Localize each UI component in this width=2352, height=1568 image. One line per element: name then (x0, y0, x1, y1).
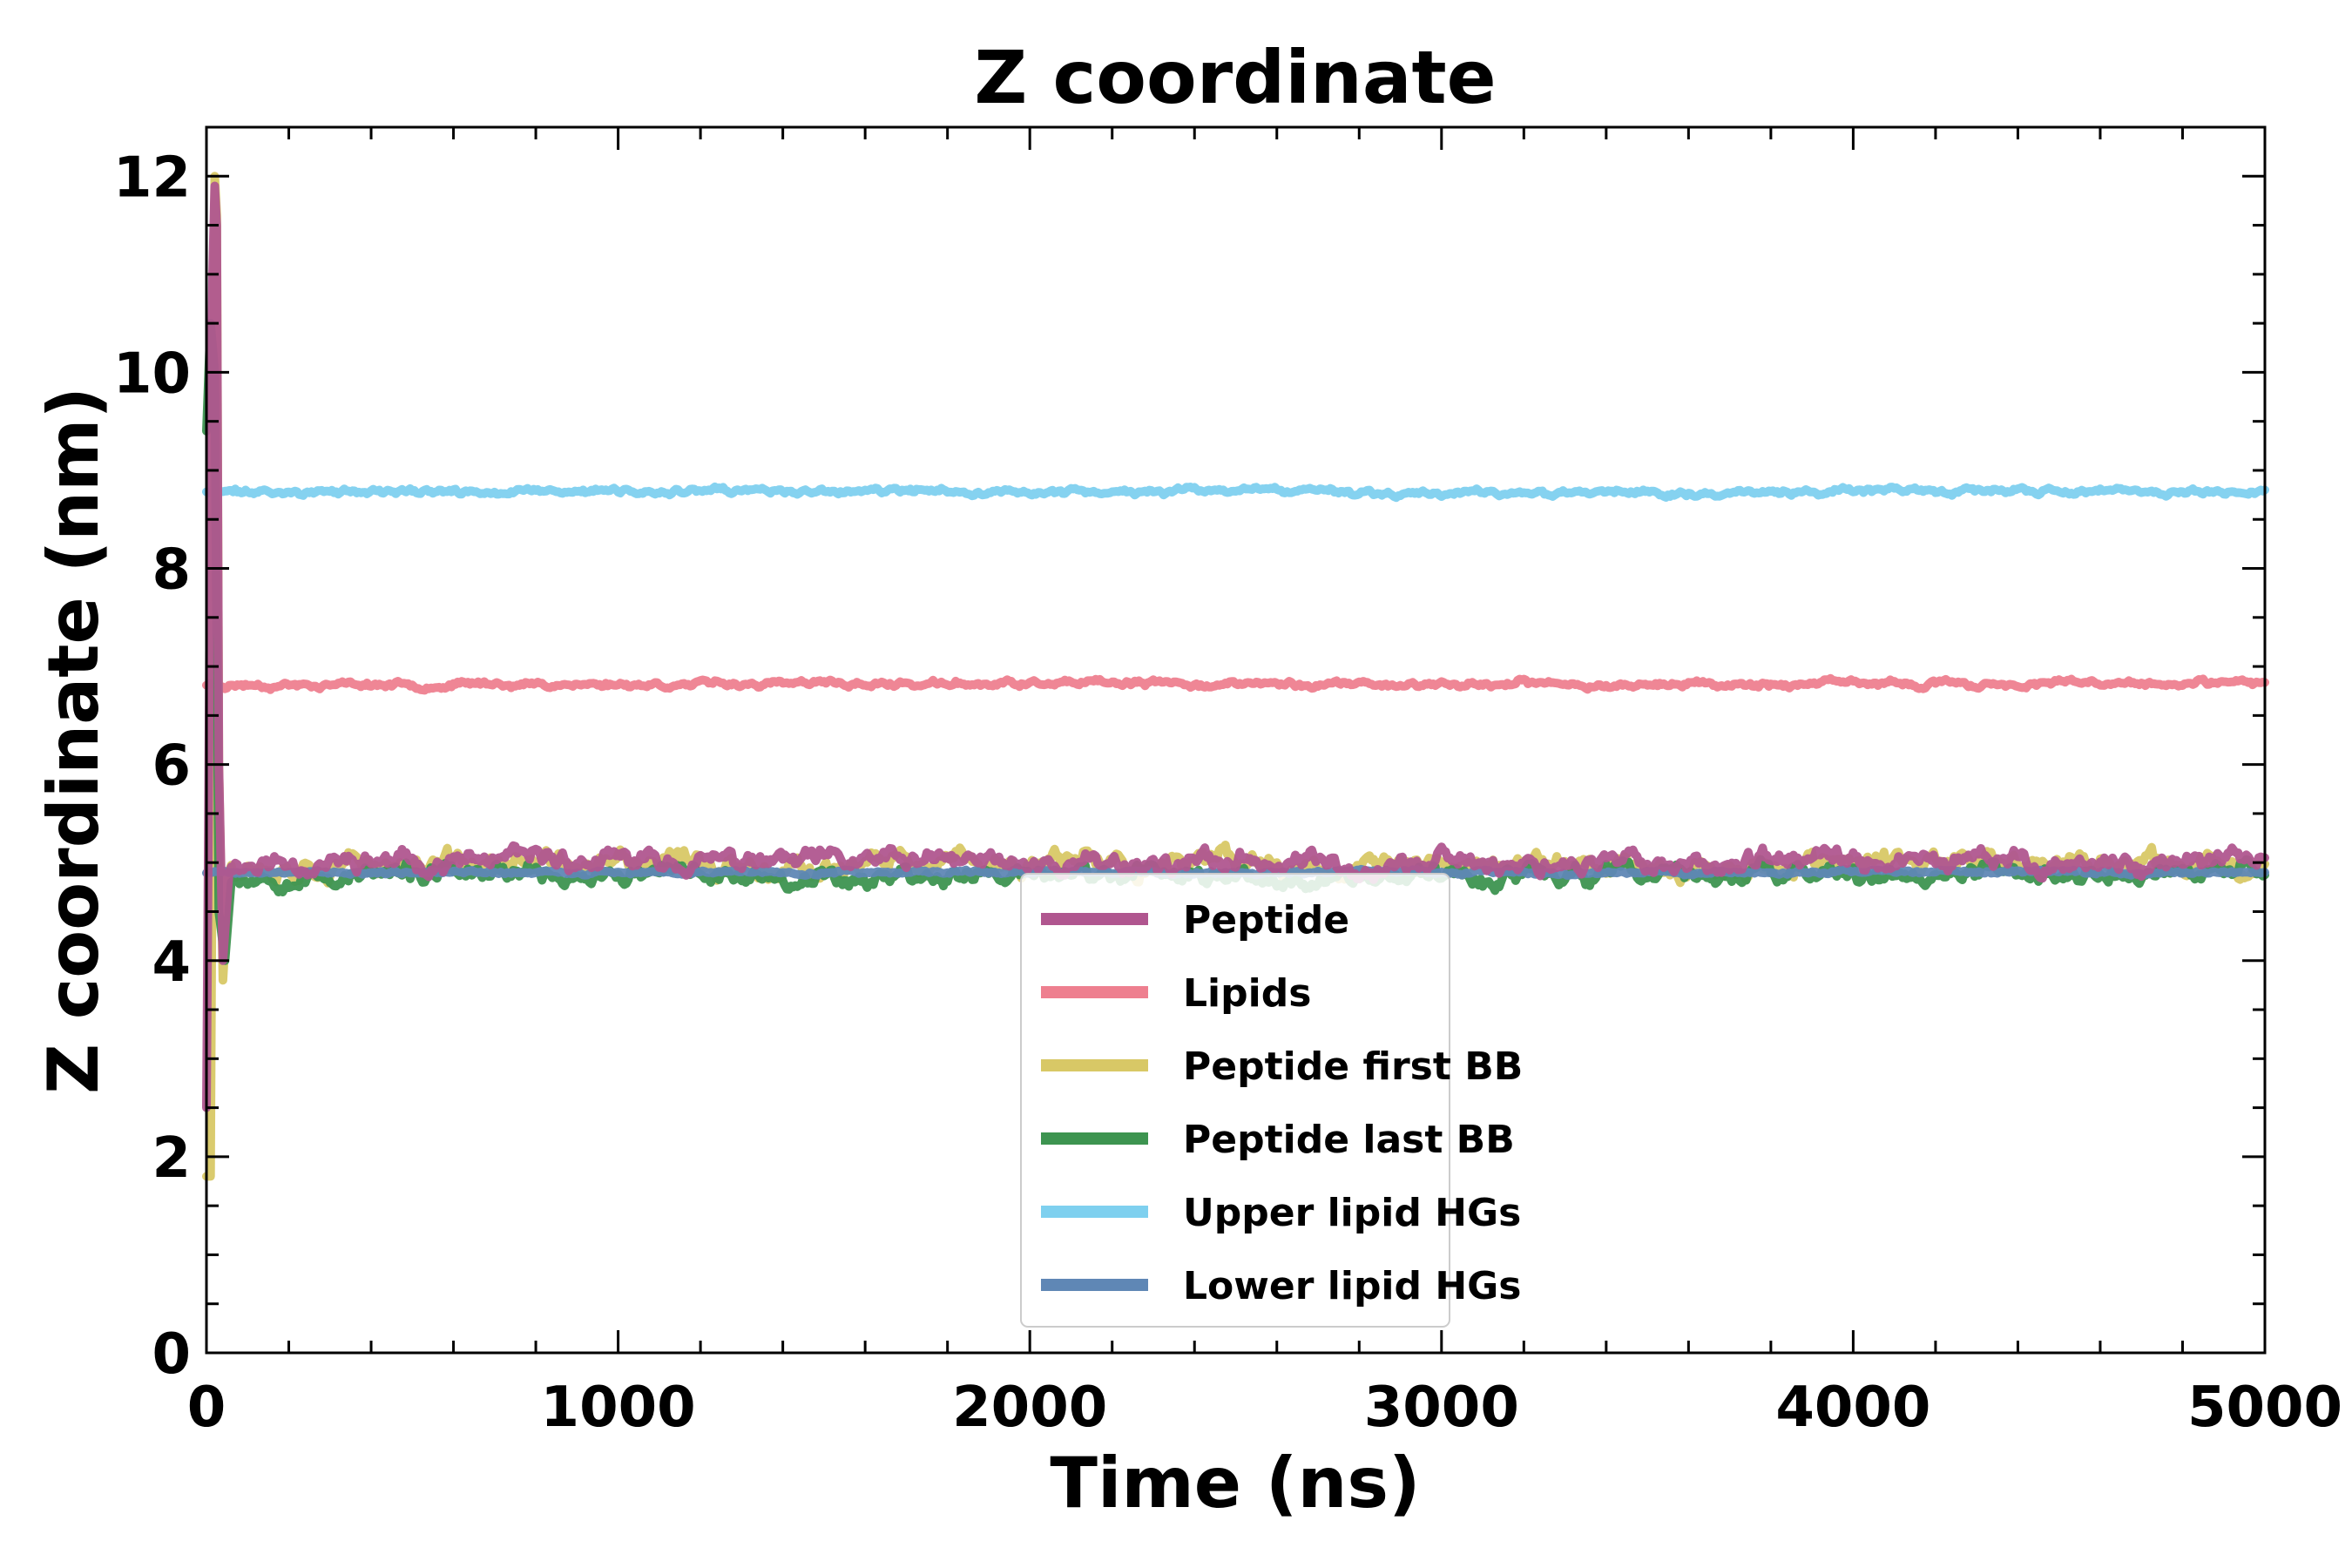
legend-entries: Peptide Lipids Peptide first BB Peptide las… (1041, 898, 1523, 1308)
x-tick-label: 4000 (1775, 1375, 1930, 1440)
y-tick-label: 4 (152, 930, 191, 995)
plot-frame (205, 125, 2267, 1355)
legend-label: Peptide last BB (1183, 1118, 1515, 1162)
legend-label: Lower lipid HGs (1183, 1264, 1521, 1308)
y-tick-label: 10 (113, 341, 191, 406)
series-line-peptide (202, 181, 2269, 1112)
y-tick-label: 6 (152, 734, 191, 799)
series-line-lipids (202, 673, 2269, 695)
x-tick-label: 5000 (2187, 1375, 2342, 1440)
y-tick-label: 2 (152, 1126, 191, 1191)
x-tick-label: 1000 (541, 1375, 696, 1440)
legend-label: Upper lipid HGs (1183, 1191, 1521, 1235)
chart-title: Z coordinate (974, 35, 1496, 120)
x-tick-label: 2000 (952, 1375, 1107, 1440)
x-tick-label: 3000 (1364, 1375, 1519, 1440)
x-axis-label: Time (ns) (1050, 1443, 1420, 1524)
series-line-upper-lipid-hgs (202, 482, 2269, 503)
x-tick-label: 0 (187, 1375, 226, 1440)
y-tick-label: 12 (113, 145, 191, 210)
legend-label: Peptide (1183, 898, 1349, 943)
y-tick-label: 0 (152, 1322, 191, 1387)
legend: Peptide Lipids Peptide first BB Peptide las… (1020, 873, 1523, 1328)
legend-label: Peptide first BB (1183, 1044, 1523, 1089)
y-axis-label: Z coordinate (nm) (33, 387, 114, 1094)
ticks-layer: 0 1000 2000 3000 4000 5000 0 2 4 6 8 10 12 (113, 127, 2342, 1440)
y-tick-label: 8 (152, 538, 191, 603)
legend-label: Lipids (1183, 971, 1311, 1016)
